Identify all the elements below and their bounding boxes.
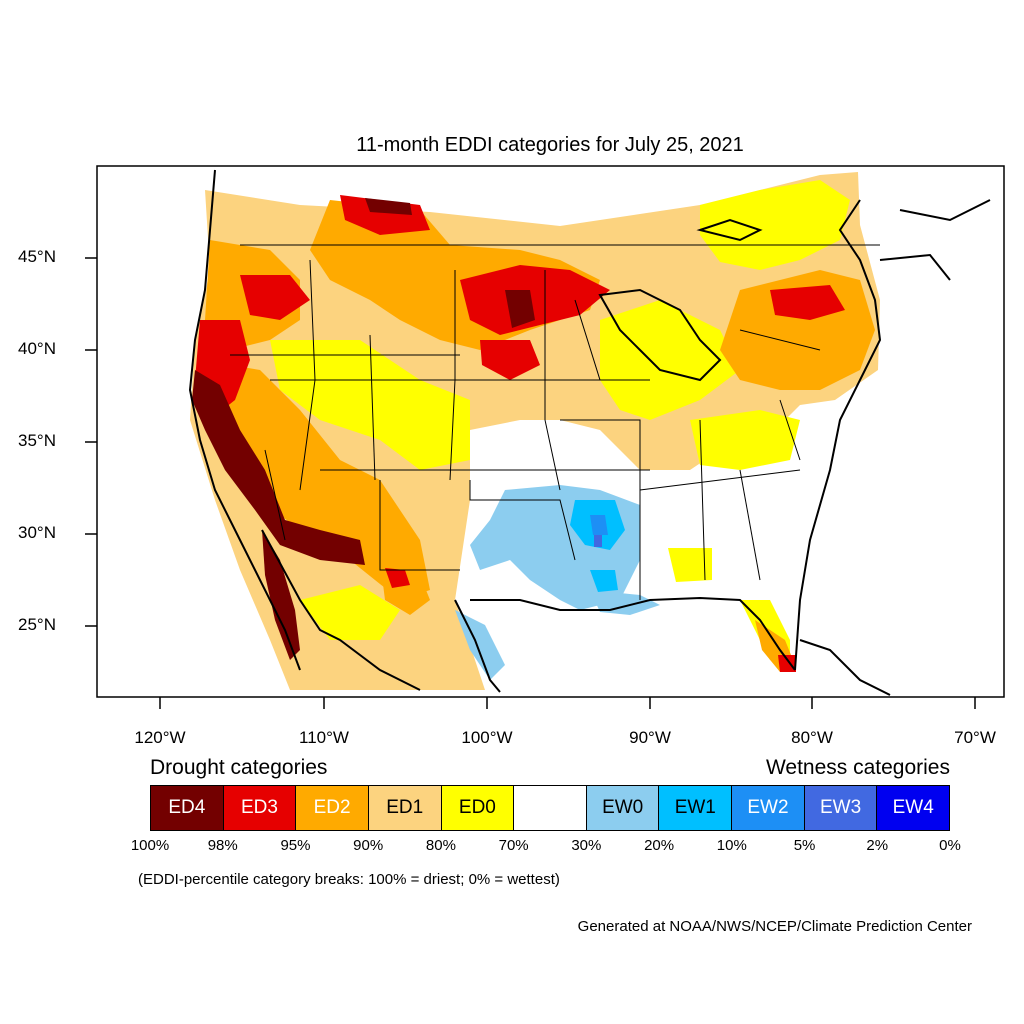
map-field bbox=[188, 169, 991, 696]
lon-label-90w: 90°W bbox=[629, 728, 671, 747]
region-ed0-mexico bbox=[300, 585, 400, 640]
lon-label-110w: 110°W bbox=[299, 728, 349, 747]
lon-label-120w: 120°W bbox=[134, 728, 186, 747]
legend-break-label: 70% bbox=[498, 837, 529, 854]
legend-cell-ed4: ED4 bbox=[151, 786, 224, 830]
legend-break-label: 0% bbox=[939, 837, 961, 854]
lon-label-80w: 80°W bbox=[791, 728, 833, 747]
legend-break-label: 98% bbox=[207, 837, 238, 854]
drought-heading: Drought categories bbox=[150, 756, 328, 779]
legend-cell-ew2: EW2 bbox=[732, 786, 805, 830]
legend-cell-ed3: ED3 bbox=[223, 786, 297, 830]
region-ed3-texas bbox=[385, 568, 410, 588]
lon-label-100w: 100°W bbox=[461, 728, 513, 747]
legend-break-label: 5% bbox=[793, 837, 816, 854]
region-ew2-arkansas bbox=[590, 515, 608, 535]
region-ed3-idaho bbox=[240, 275, 310, 320]
credit-line: Generated at NOAA/NWS/NCEP/Climate Predi… bbox=[577, 918, 972, 935]
legend-cell-ew4: EW4 bbox=[877, 786, 950, 830]
lat-label-25: 25°N bbox=[18, 615, 56, 634]
lat-label-45: 45°N bbox=[18, 247, 56, 266]
lon-label-70w: 70°W bbox=[954, 728, 996, 747]
region-ed4-north bbox=[365, 198, 412, 215]
legend-cell-normal bbox=[514, 786, 587, 830]
lat-ticks bbox=[85, 257, 97, 627]
region-ed4-montana bbox=[505, 290, 535, 328]
legend-break-label: 30% bbox=[571, 837, 602, 854]
region-ew3-arkansas bbox=[594, 535, 602, 547]
region-ed4-california bbox=[192, 370, 365, 565]
region-ed0-ohio bbox=[690, 410, 800, 470]
legend-break-label: 20% bbox=[644, 837, 675, 854]
legend-break-label: 10% bbox=[716, 837, 747, 854]
map-title: 11-month EDDI categories for July 25, 20… bbox=[356, 134, 744, 156]
region-ed3-northeast bbox=[770, 285, 845, 320]
lat-label-40: 40°N bbox=[18, 339, 56, 358]
region-ed0-west bbox=[270, 340, 470, 470]
legend-break-label: 95% bbox=[280, 837, 311, 854]
region-ed3-montana bbox=[460, 265, 610, 335]
lat-label-35: 35°N bbox=[18, 431, 56, 450]
region-ew1-louisiana bbox=[590, 570, 618, 592]
region-ed2-southwest bbox=[200, 360, 430, 600]
map-frame bbox=[96, 165, 1005, 698]
lat-label-30: 30°N bbox=[18, 523, 56, 542]
region-ed0-greatlakes bbox=[600, 300, 740, 420]
legend-cell-ew1: EW1 bbox=[659, 786, 733, 830]
region-ed3-nebraska bbox=[480, 340, 540, 380]
region-ed0-gulf bbox=[668, 548, 712, 582]
region-ed0-northeast bbox=[700, 180, 850, 270]
legend-break-label: 90% bbox=[353, 837, 384, 854]
region-ed3-florida bbox=[778, 655, 796, 672]
legend-cell-ed0: ED0 bbox=[441, 786, 515, 830]
state-boundaries bbox=[230, 244, 880, 600]
legend-cell-ed2: ED2 bbox=[296, 786, 369, 830]
legend-colorbar: ED4 ED3 ED2 ED1 ED0 EW0 EW1 EW2 EW3 EW4 bbox=[150, 785, 950, 831]
legend-break-label: 2% bbox=[866, 837, 889, 854]
wetness-heading: Wetness categories bbox=[765, 756, 950, 779]
legend-cell-ew3: EW3 bbox=[804, 786, 878, 830]
region-ed4-baja bbox=[262, 530, 300, 660]
legend-cell-ew0: EW0 bbox=[586, 786, 660, 830]
legend-break-label: 100% bbox=[130, 837, 170, 854]
lon-ticks bbox=[159, 697, 976, 709]
region-ew0-gulfcoast bbox=[590, 590, 660, 615]
coastlines bbox=[188, 169, 991, 696]
legend-break-label: 80% bbox=[425, 837, 456, 854]
category-note: (EDDI-percentile category breaks: 100% =… bbox=[138, 871, 560, 888]
legend-cell-ed1: ED1 bbox=[368, 786, 442, 830]
region-ew0-mexico bbox=[455, 610, 505, 680]
